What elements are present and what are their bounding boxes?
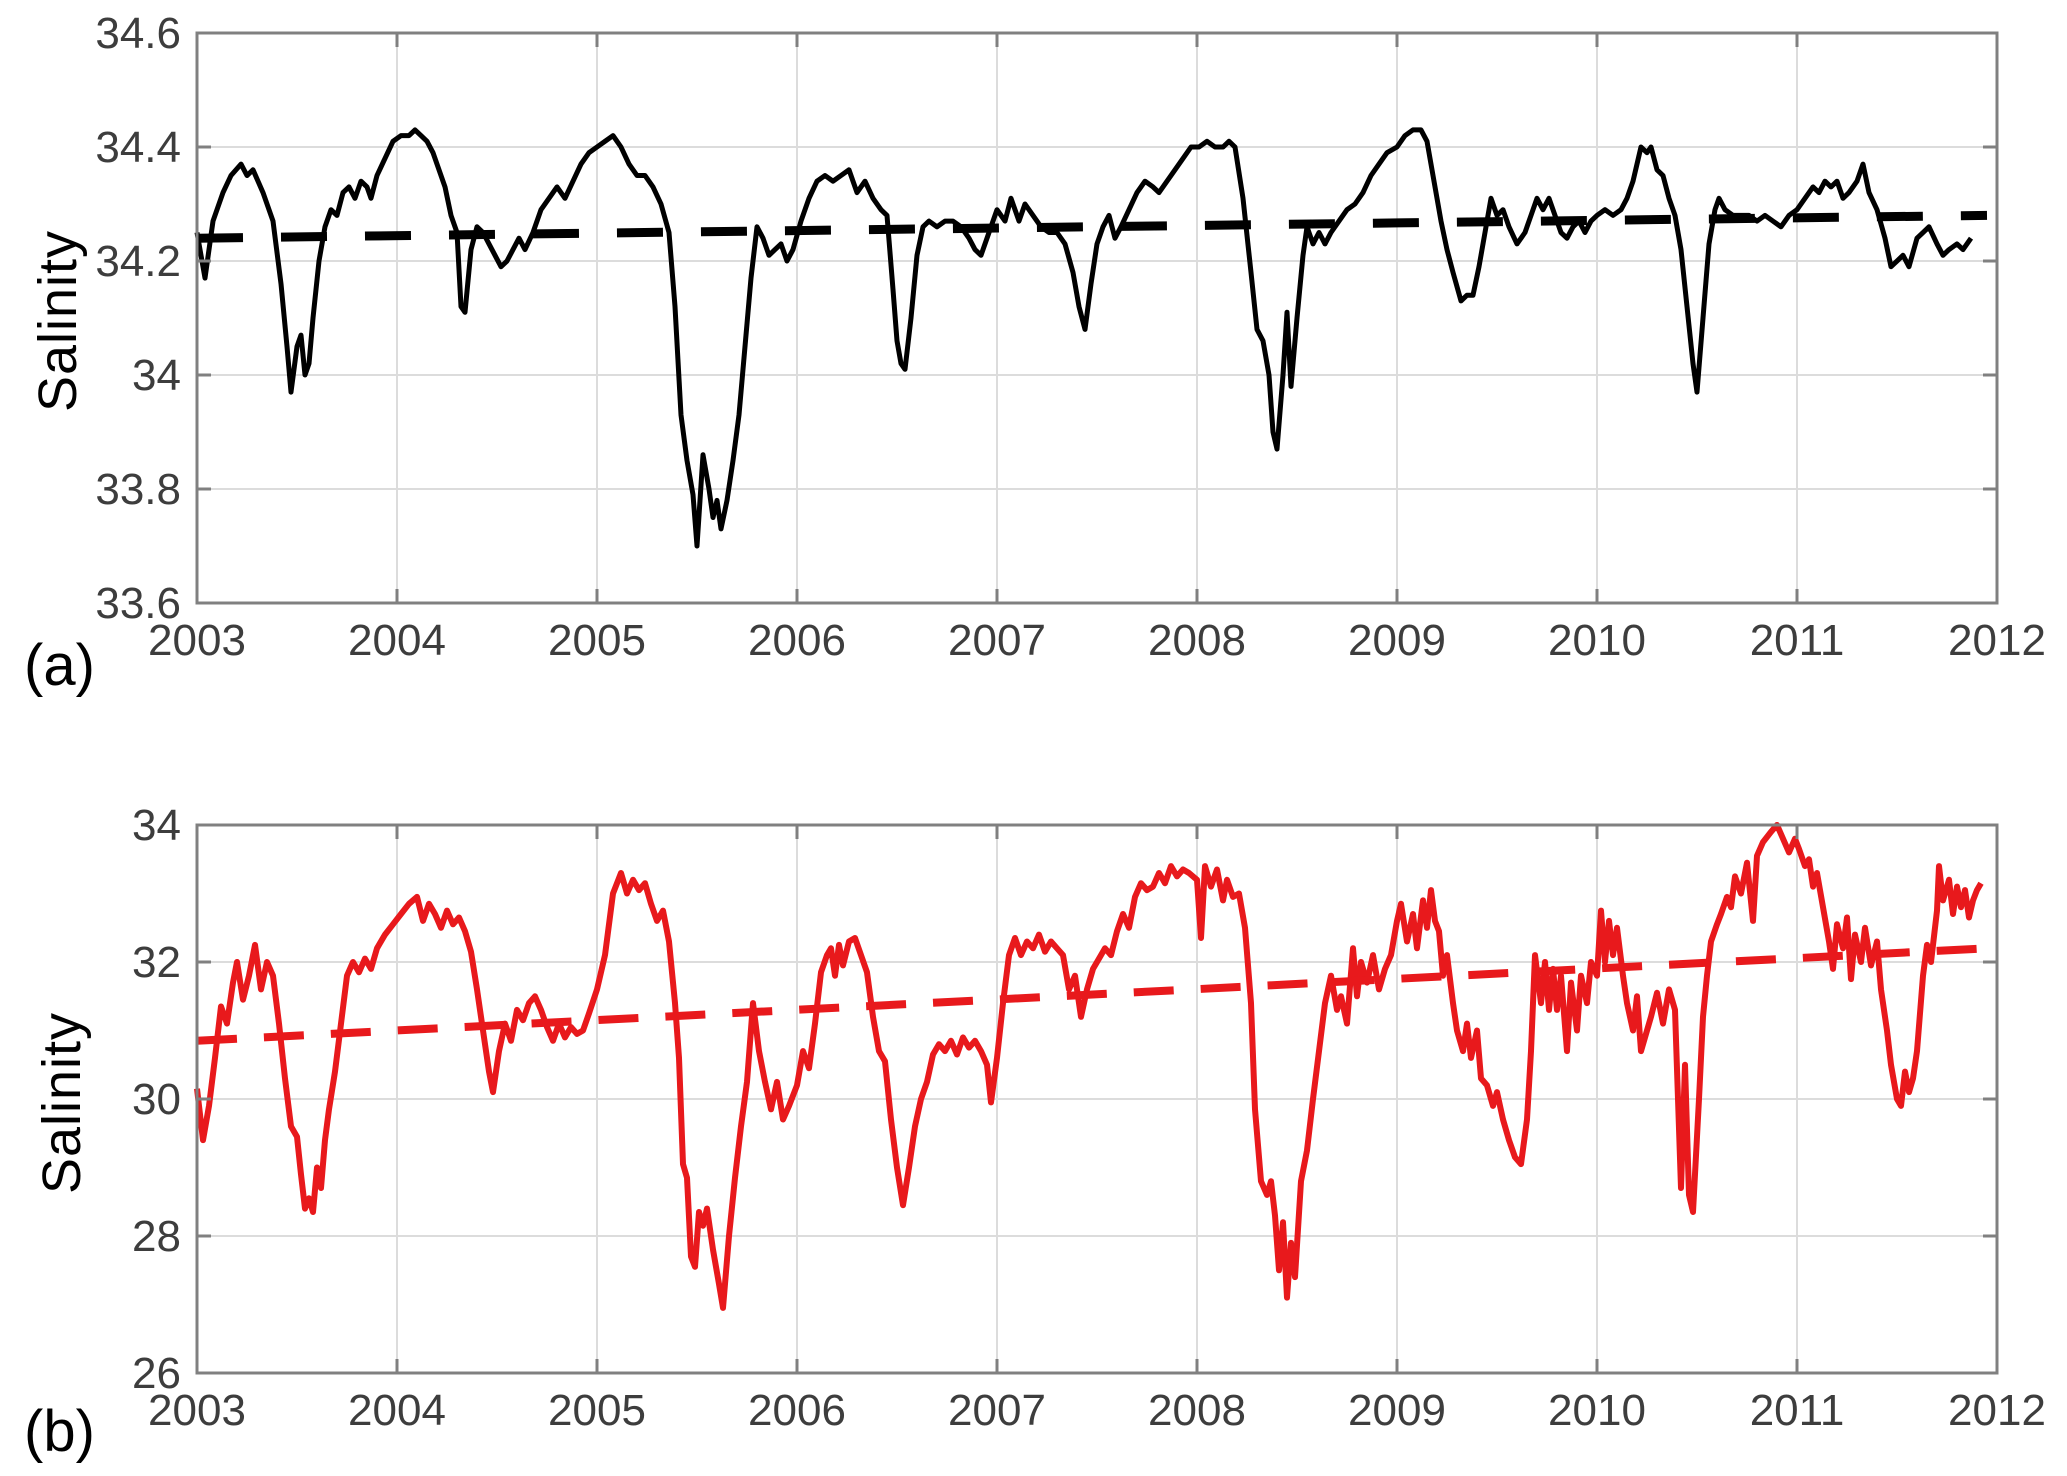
xtick-label: 2008 <box>1148 616 1246 665</box>
xtick-label: 2012 <box>1948 616 2046 665</box>
xtick-label: 2008 <box>1148 1386 1246 1435</box>
ytick-label: 33.8 <box>95 465 181 514</box>
xtick-label: 2011 <box>1750 1386 1845 1435</box>
ytick-label: 34.6 <box>95 9 181 58</box>
xtick-label: 2010 <box>1548 616 1646 665</box>
xtick-label: 2011 <box>1750 616 1845 665</box>
ytick-label: 26 <box>132 1349 181 1398</box>
xtick-label: 2004 <box>348 1386 446 1435</box>
ytick-label: 34.4 <box>95 123 181 172</box>
xtick-label: 2003 <box>148 1386 246 1435</box>
xtick-label: 2006 <box>748 616 846 665</box>
xtick-label: 2012 <box>1948 1386 2046 1435</box>
panel-a-frame <box>195 31 1999 605</box>
panel-b-salinity-trend <box>196 944 1988 1045</box>
ytick-label: 30 <box>132 1075 181 1124</box>
panel-b-ylabel: Salinity <box>32 1011 92 1195</box>
ytick-label: 34 <box>132 801 181 850</box>
panel-a-salinity-trend <box>196 210 1988 243</box>
ytick-label: 34 <box>132 351 181 400</box>
panel-b-salinity-timeseries <box>194 822 1984 1311</box>
xtick-label: 2004 <box>348 616 446 665</box>
ytick-label: 33.6 <box>95 579 181 628</box>
panel-b-tag: (b) <box>24 1399 95 1464</box>
ytick-label: 34.2 <box>95 237 181 286</box>
xtick-label: 2003 <box>148 616 246 665</box>
xtick-label: 2009 <box>1348 1386 1446 1435</box>
panel-a-tag: (a) <box>24 633 95 698</box>
xtick-label: 2007 <box>948 1386 1046 1435</box>
xtick-label: 2005 <box>548 616 646 665</box>
xtick-label: 2009 <box>1348 616 1446 665</box>
xtick-label: 2006 <box>748 1386 846 1435</box>
xtick-label: 2005 <box>548 1386 646 1435</box>
ytick-label: 28 <box>132 1212 181 1261</box>
xtick-label: 2007 <box>948 616 1046 665</box>
panel-a-salinity-timeseries <box>194 127 1974 549</box>
xtick-label: 2010 <box>1548 1386 1646 1435</box>
panel-a-ylabel: Salinity <box>28 229 88 413</box>
ytick-label: 32 <box>132 938 181 987</box>
